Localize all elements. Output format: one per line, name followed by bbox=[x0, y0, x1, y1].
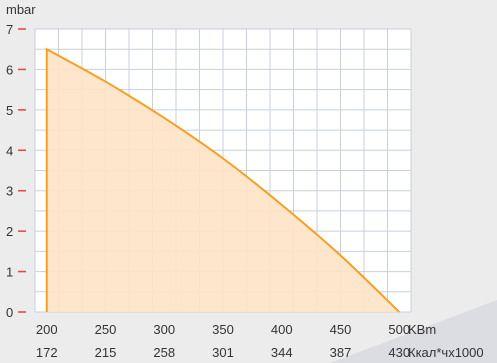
x-tick-label-primary: 400 bbox=[271, 322, 293, 337]
y-tick-label: 7 bbox=[6, 22, 13, 37]
y-axis: 0 1 2 3 4 5 6 7 bbox=[6, 22, 26, 320]
series-line bbox=[45, 47, 400, 313]
x-tick-label-secondary: 430 bbox=[388, 345, 410, 360]
x-tick-label-secondary: 344 bbox=[271, 345, 293, 360]
x-tick-label-secondary: 215 bbox=[95, 345, 117, 360]
x-unit-secondary-label: Ккал*чх1000 bbox=[408, 345, 484, 360]
y-tick-label: 5 bbox=[6, 103, 13, 118]
x-tick-label-primary: 250 bbox=[95, 322, 117, 337]
y-tick-label: 0 bbox=[6, 305, 13, 320]
y-tick-label: 3 bbox=[6, 184, 13, 199]
y-tick-label: 1 bbox=[6, 265, 13, 280]
x-tick-label-primary: 450 bbox=[330, 322, 352, 337]
y-tick-label: 2 bbox=[6, 224, 13, 239]
x-tick-label-primary: 350 bbox=[212, 322, 234, 337]
y-tick-label: 6 bbox=[6, 62, 13, 77]
x-tick-label-secondary: 387 bbox=[330, 345, 352, 360]
series-area bbox=[46, 49, 400, 312]
x-tick-label-primary: 200 bbox=[36, 322, 58, 337]
x-tick-label-secondary: 301 bbox=[212, 345, 234, 360]
y-tick-label: 4 bbox=[6, 143, 13, 158]
x-unit-primary-label: KBm bbox=[408, 322, 436, 337]
x-tick-label-primary: 300 bbox=[153, 322, 175, 337]
x-axis: 200 172 250 215 300 258 350 301 400 344 450 387 500 4… bbox=[36, 322, 410, 360]
x-tick-label-primary: 500 bbox=[388, 322, 410, 337]
x-tick-label-secondary: 172 bbox=[36, 345, 58, 360]
y-unit-label: mbar bbox=[6, 2, 36, 17]
x-tick-label-secondary: 258 bbox=[153, 345, 175, 360]
